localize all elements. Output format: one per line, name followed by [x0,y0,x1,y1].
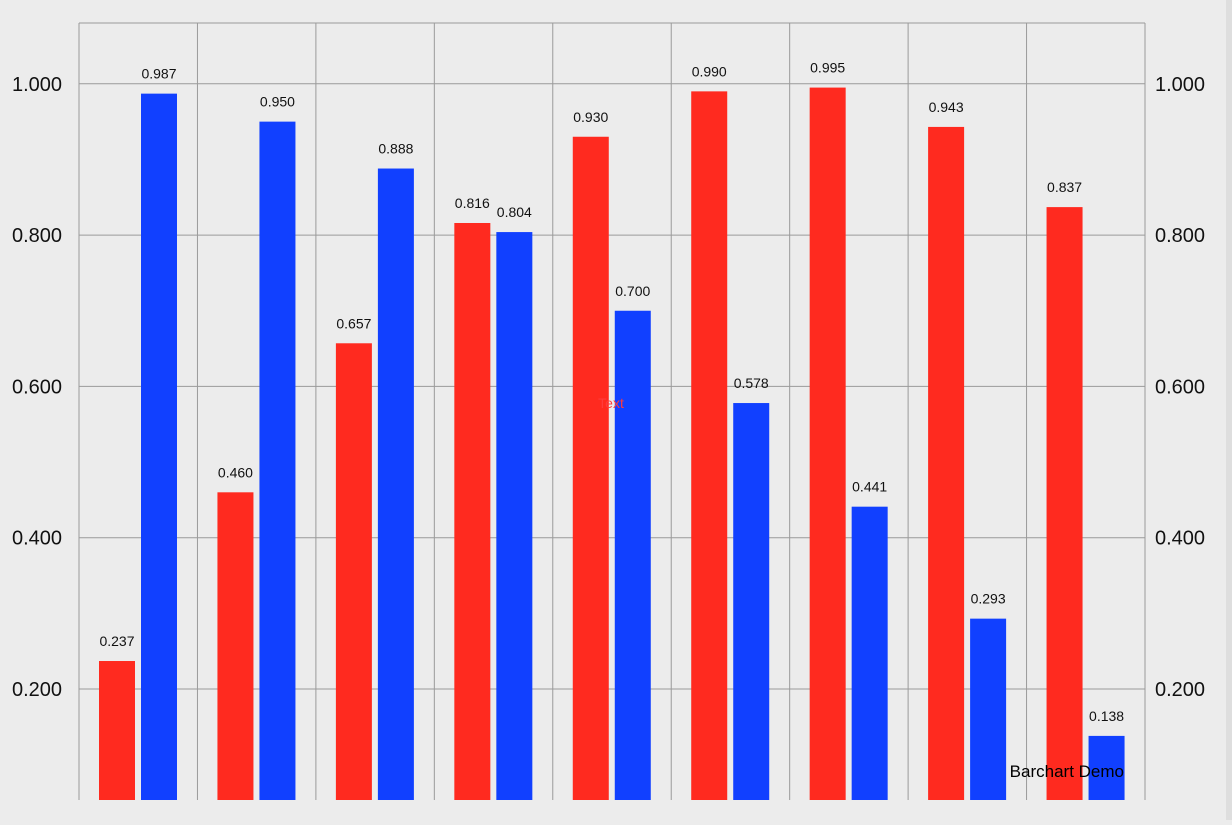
data-label: 0.943 [929,99,964,115]
y-tick-label-left: 0.800 [12,225,62,247]
bar-series2-cat2 [259,121,296,800]
data-label: 0.816 [455,195,490,211]
bar-series2-cat9 [1088,735,1125,800]
bar-series2-cat4 [496,232,533,801]
data-label: 0.237 [99,633,134,649]
data-label: 0.837 [1047,179,1082,195]
bar-series1-cat8 [928,126,965,800]
data-label: 0.700 [615,283,650,299]
annotation-text: Text [598,395,624,411]
bar-series1-cat7 [809,87,846,800]
bar-series1-cat9 [1046,207,1083,800]
data-label: 0.888 [378,141,413,157]
y-tick-label-left: 0.400 [12,528,62,550]
scrollbar-track[interactable] [1226,0,1232,820]
y-tick-label-left: 1.000 [12,74,62,96]
data-label: 0.804 [497,204,532,220]
y-tick-label-right: 0.600 [1155,376,1205,398]
data-label: 0.950 [260,94,295,110]
bar-series2-cat1 [141,93,177,800]
y-axis-tick-labels: 0.200 0.200 0.400 0.400 0.600 0.600 0.800 0.800… [12,74,1205,701]
y-tick-label-right: 1.000 [1155,74,1205,96]
bar-series2-cat7 [851,506,888,800]
bar-series1-cat2 [217,492,254,800]
bar-series2-cat6 [733,403,770,800]
bar-series2-cat8 [970,618,1007,800]
y-tick-label-right: 0.400 [1155,528,1205,550]
data-labels: 0.237 0.460 0.657 0.816 0.930 0.990 0.995 0.943… [99,60,1124,724]
y-tick-label-right: 0.200 [1155,679,1205,701]
bar-series2-cat5 [614,310,651,800]
data-label: 0.441 [852,479,887,495]
bar-series1-cat4 [454,222,491,801]
data-label: 0.987 [141,66,176,82]
chart-caption: Barchart Demo [1010,762,1124,781]
grid [78,22,1146,800]
bars [99,87,1125,801]
data-label: 0.930 [573,109,608,125]
bar-series1-cat1 [99,661,135,800]
data-label: 0.293 [971,591,1006,607]
data-label: 0.138 [1089,708,1124,724]
bar-series2-cat3 [377,168,414,800]
data-label: 0.657 [336,315,371,331]
data-label: 0.460 [218,464,253,480]
data-label: 0.995 [810,60,845,76]
bar-series1-cat3 [335,343,372,800]
y-tick-label-left: 0.200 [12,679,62,701]
y-tick-label-left: 0.600 [12,376,62,398]
bar-series1-cat5 [572,136,609,800]
data-label: 0.578 [734,375,769,391]
data-label: 0.990 [692,63,727,79]
bar-series1-cat6 [691,91,728,801]
y-tick-label-right: 0.800 [1155,225,1205,247]
